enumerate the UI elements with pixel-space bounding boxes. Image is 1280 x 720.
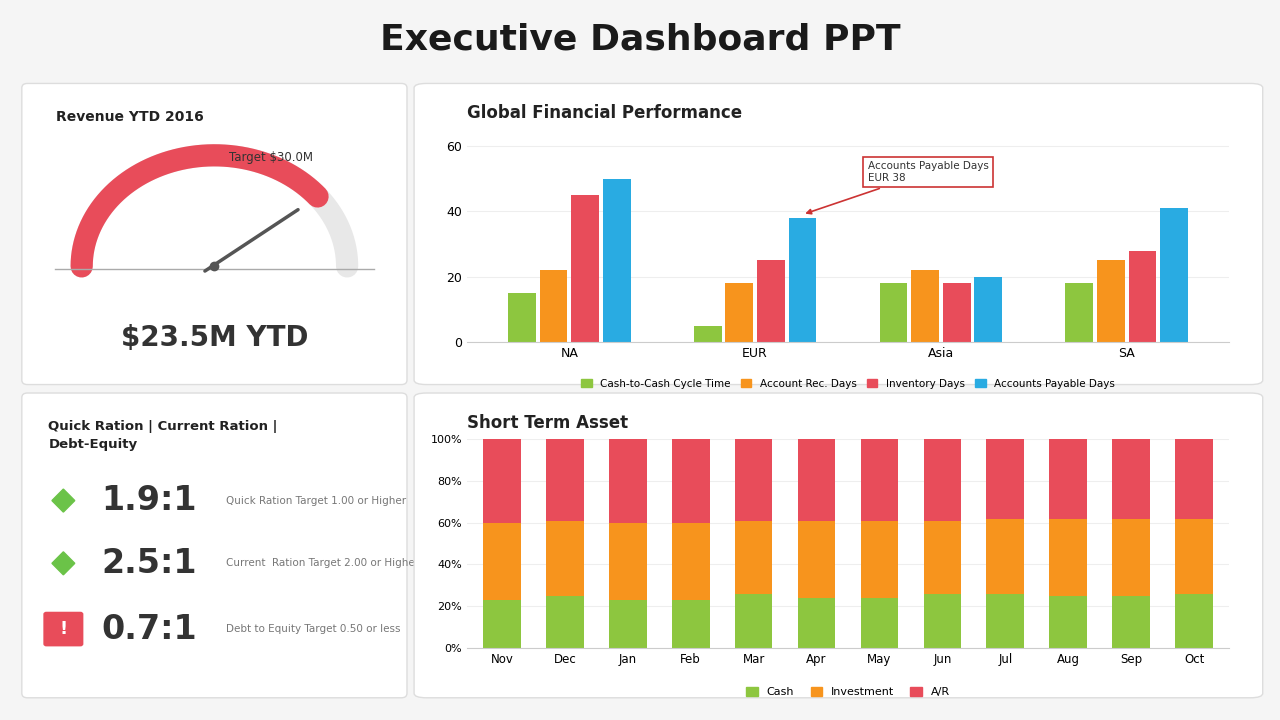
Bar — [609, 600, 646, 648]
Bar — [1160, 208, 1188, 342]
Bar — [545, 439, 584, 521]
Text: Executive Dashboard PPT: Executive Dashboard PPT — [380, 22, 900, 57]
Bar — [924, 439, 961, 521]
Legend: Cash, Investment, A/R: Cash, Investment, A/R — [742, 683, 954, 702]
Bar — [987, 518, 1024, 594]
Text: Debt to Equity Target 0.50 or less: Debt to Equity Target 0.50 or less — [225, 624, 401, 634]
Bar — [797, 521, 836, 598]
Text: Quick Ration Target 1.00 or Higher: Quick Ration Target 1.00 or Higher — [225, 495, 406, 505]
Bar — [860, 439, 899, 521]
Polygon shape — [52, 552, 74, 575]
Bar — [672, 439, 709, 523]
Bar — [974, 276, 1002, 342]
Bar — [860, 598, 899, 648]
Text: !: ! — [59, 620, 68, 638]
Text: Accounts Payable Days
EUR 38: Accounts Payable Days EUR 38 — [806, 161, 988, 214]
Bar — [545, 521, 584, 596]
Text: $23.5M YTD: $23.5M YTD — [120, 325, 308, 352]
Bar — [797, 439, 836, 521]
Bar — [756, 261, 785, 342]
Text: Quick Ration | Current Ration |
Debt-Equity: Quick Ration | Current Ration | Debt-Equ… — [49, 420, 278, 451]
Text: Target $30.0M: Target $30.0M — [229, 151, 314, 164]
Bar — [735, 594, 772, 648]
Bar — [483, 523, 521, 600]
Polygon shape — [52, 489, 74, 512]
Bar — [1050, 518, 1087, 596]
Bar — [788, 218, 817, 342]
Bar — [1129, 251, 1156, 342]
Bar — [1050, 596, 1087, 648]
Bar — [508, 293, 536, 342]
Bar — [911, 270, 940, 342]
Text: Revenue YTD 2016: Revenue YTD 2016 — [56, 110, 204, 125]
Bar — [603, 179, 631, 342]
Bar — [797, 598, 836, 648]
Bar — [483, 600, 521, 648]
Bar — [924, 594, 961, 648]
Bar — [694, 325, 722, 342]
FancyBboxPatch shape — [22, 84, 407, 384]
FancyBboxPatch shape — [415, 84, 1262, 384]
Bar — [943, 283, 970, 342]
Text: 2.5:1: 2.5:1 — [101, 546, 197, 580]
Bar — [987, 594, 1024, 648]
Bar — [1112, 518, 1151, 596]
Bar — [1097, 261, 1125, 342]
Text: Global Financial Performance: Global Financial Performance — [467, 104, 742, 122]
Bar — [571, 195, 599, 342]
Bar — [545, 596, 584, 648]
Bar — [540, 270, 567, 342]
FancyBboxPatch shape — [22, 393, 407, 698]
Bar — [735, 439, 772, 521]
FancyBboxPatch shape — [44, 612, 83, 647]
Bar — [924, 521, 961, 594]
Bar — [1065, 283, 1093, 342]
Text: Short Term Asset: Short Term Asset — [467, 414, 628, 432]
Bar — [879, 283, 908, 342]
Bar — [483, 439, 521, 523]
Bar — [1050, 439, 1087, 518]
Bar — [672, 600, 709, 648]
Bar — [672, 523, 709, 600]
Bar — [860, 521, 899, 598]
Bar — [1175, 439, 1213, 518]
FancyBboxPatch shape — [415, 393, 1262, 698]
Bar — [1112, 596, 1151, 648]
Legend: Cash-to-Cash Cycle Time, Account Rec. Days, Inventory Days, Accounts Payable Day: Cash-to-Cash Cycle Time, Account Rec. Da… — [577, 375, 1119, 393]
Bar — [987, 439, 1024, 518]
Bar — [1175, 518, 1213, 594]
Bar — [609, 523, 646, 600]
Bar — [735, 521, 772, 594]
Bar — [1175, 594, 1213, 648]
Bar — [1112, 439, 1151, 518]
Bar — [609, 439, 646, 523]
Text: Current  Ration Target 2.00 or Higher: Current Ration Target 2.00 or Higher — [225, 558, 419, 568]
Bar — [726, 283, 753, 342]
Text: 1.9:1: 1.9:1 — [101, 484, 197, 517]
Text: 0.7:1: 0.7:1 — [101, 613, 197, 646]
